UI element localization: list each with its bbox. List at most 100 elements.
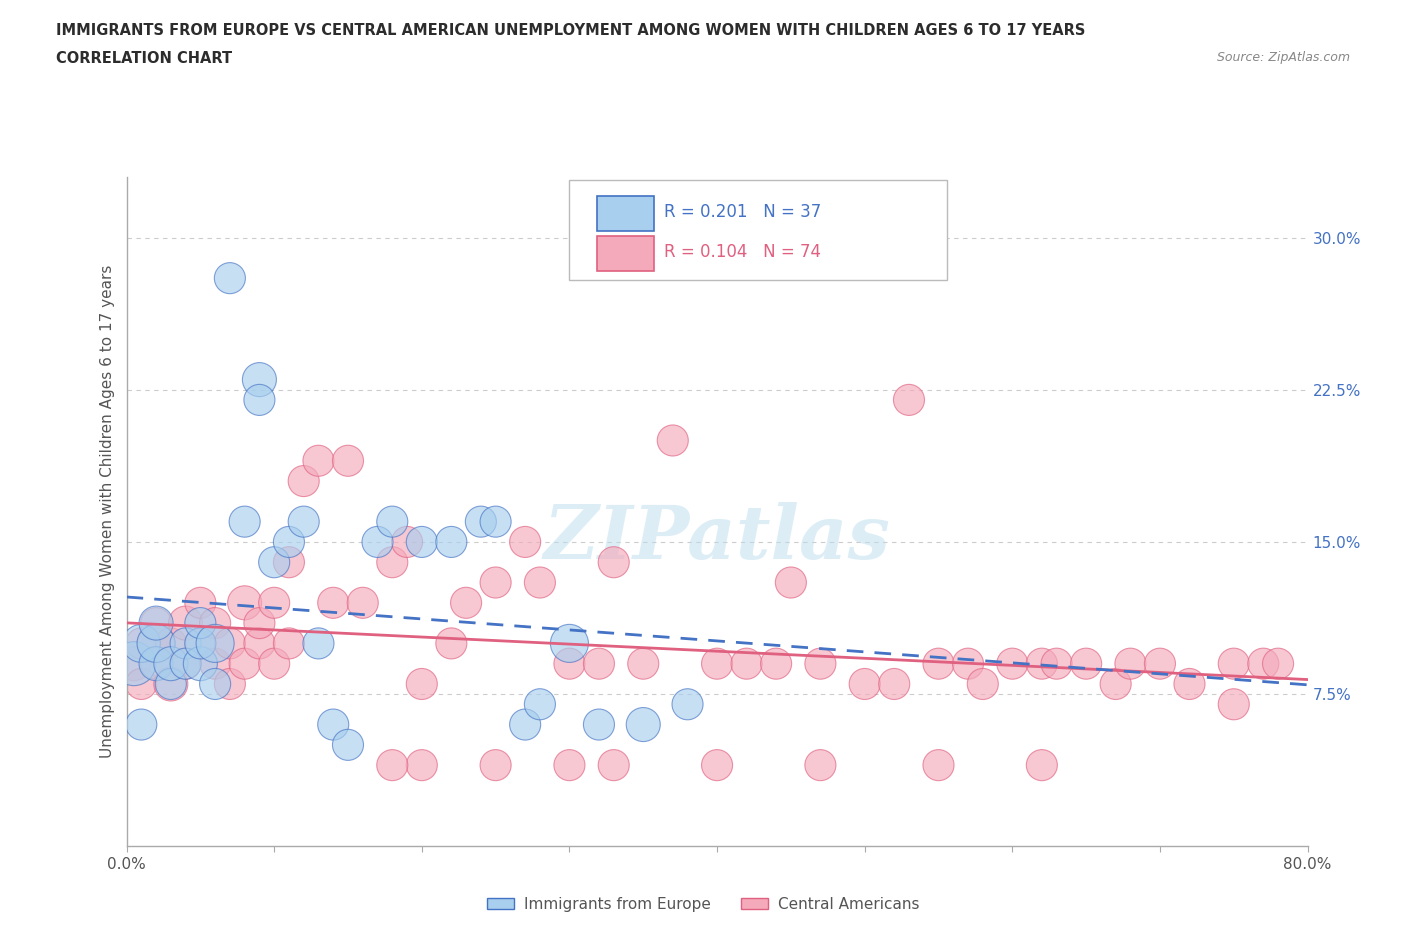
FancyBboxPatch shape: [596, 236, 654, 271]
Point: [631, 717, 654, 732]
Point: [292, 473, 315, 488]
Point: [188, 657, 211, 671]
Point: [1031, 758, 1053, 773]
Point: [129, 636, 153, 651]
Point: [337, 453, 360, 468]
Point: [1222, 657, 1246, 671]
Point: [1178, 676, 1201, 691]
Point: [174, 657, 197, 671]
Point: [484, 575, 508, 590]
Point: [129, 636, 153, 651]
Point: [558, 758, 581, 773]
Point: [603, 758, 626, 773]
Point: [661, 433, 683, 448]
FancyBboxPatch shape: [596, 196, 654, 232]
Point: [1105, 676, 1128, 691]
Point: [558, 657, 581, 671]
Point: [440, 535, 463, 550]
Point: [129, 717, 153, 732]
Point: [204, 616, 226, 631]
Text: ZIPatlas: ZIPatlas: [544, 502, 890, 575]
Point: [159, 657, 183, 671]
Point: [159, 636, 183, 651]
Point: [603, 555, 626, 570]
Point: [1045, 657, 1069, 671]
Point: [515, 717, 537, 732]
Point: [588, 657, 610, 671]
Point: [174, 616, 197, 631]
FancyBboxPatch shape: [569, 180, 948, 281]
Point: [322, 595, 344, 610]
Point: [735, 657, 758, 671]
Point: [188, 636, 211, 651]
Point: [765, 657, 787, 671]
Point: [381, 555, 404, 570]
Point: [233, 657, 256, 671]
Point: [219, 676, 242, 691]
Point: [706, 657, 728, 671]
Point: [1267, 657, 1289, 671]
Point: [307, 636, 329, 651]
Point: [972, 676, 994, 691]
Point: [470, 514, 492, 529]
Point: [352, 595, 374, 610]
Point: [122, 657, 145, 671]
Point: [928, 758, 950, 773]
Point: [145, 636, 167, 651]
Point: [188, 595, 211, 610]
Point: [247, 636, 270, 651]
Point: [411, 535, 433, 550]
Point: [174, 657, 197, 671]
Point: [515, 535, 537, 550]
Point: [381, 514, 404, 529]
Point: [631, 657, 654, 671]
Point: [292, 514, 315, 529]
Point: [263, 657, 285, 671]
Text: CORRELATION CHART: CORRELATION CHART: [56, 51, 232, 66]
Point: [381, 758, 404, 773]
Point: [853, 676, 876, 691]
Point: [204, 676, 226, 691]
Point: [233, 514, 256, 529]
Point: [278, 636, 301, 651]
Point: [122, 657, 145, 671]
Point: [897, 392, 920, 407]
Point: [928, 657, 950, 671]
Point: [484, 514, 508, 529]
Text: IMMIGRANTS FROM EUROPE VS CENTRAL AMERICAN UNEMPLOYMENT AMONG WOMEN WITH CHILDRE: IMMIGRANTS FROM EUROPE VS CENTRAL AMERIC…: [56, 23, 1085, 38]
Point: [233, 595, 256, 610]
Point: [145, 657, 167, 671]
Point: [188, 636, 211, 651]
Point: [247, 372, 270, 387]
Point: [484, 758, 508, 773]
Point: [188, 616, 211, 631]
Point: [204, 657, 226, 671]
Text: R = 0.201   N = 37: R = 0.201 N = 37: [664, 204, 821, 221]
Point: [883, 676, 905, 691]
Point: [558, 636, 581, 651]
Point: [322, 717, 344, 732]
Point: [145, 616, 167, 631]
Point: [1251, 657, 1274, 671]
Legend: Immigrants from Europe, Central Americans: Immigrants from Europe, Central American…: [481, 891, 925, 918]
Point: [956, 657, 979, 671]
Point: [810, 657, 832, 671]
Point: [440, 636, 463, 651]
Point: [411, 676, 433, 691]
Point: [278, 555, 301, 570]
Point: [1031, 657, 1053, 671]
Point: [588, 717, 610, 732]
Text: Source: ZipAtlas.com: Source: ZipAtlas.com: [1216, 51, 1350, 64]
Point: [366, 535, 388, 550]
Point: [174, 636, 197, 651]
Point: [779, 575, 801, 590]
Point: [1119, 657, 1142, 671]
Point: [159, 676, 183, 691]
Point: [1076, 657, 1098, 671]
Point: [159, 676, 183, 691]
Point: [676, 697, 699, 711]
Point: [247, 392, 270, 407]
Point: [145, 657, 167, 671]
Point: [337, 737, 360, 752]
Point: [219, 636, 242, 651]
